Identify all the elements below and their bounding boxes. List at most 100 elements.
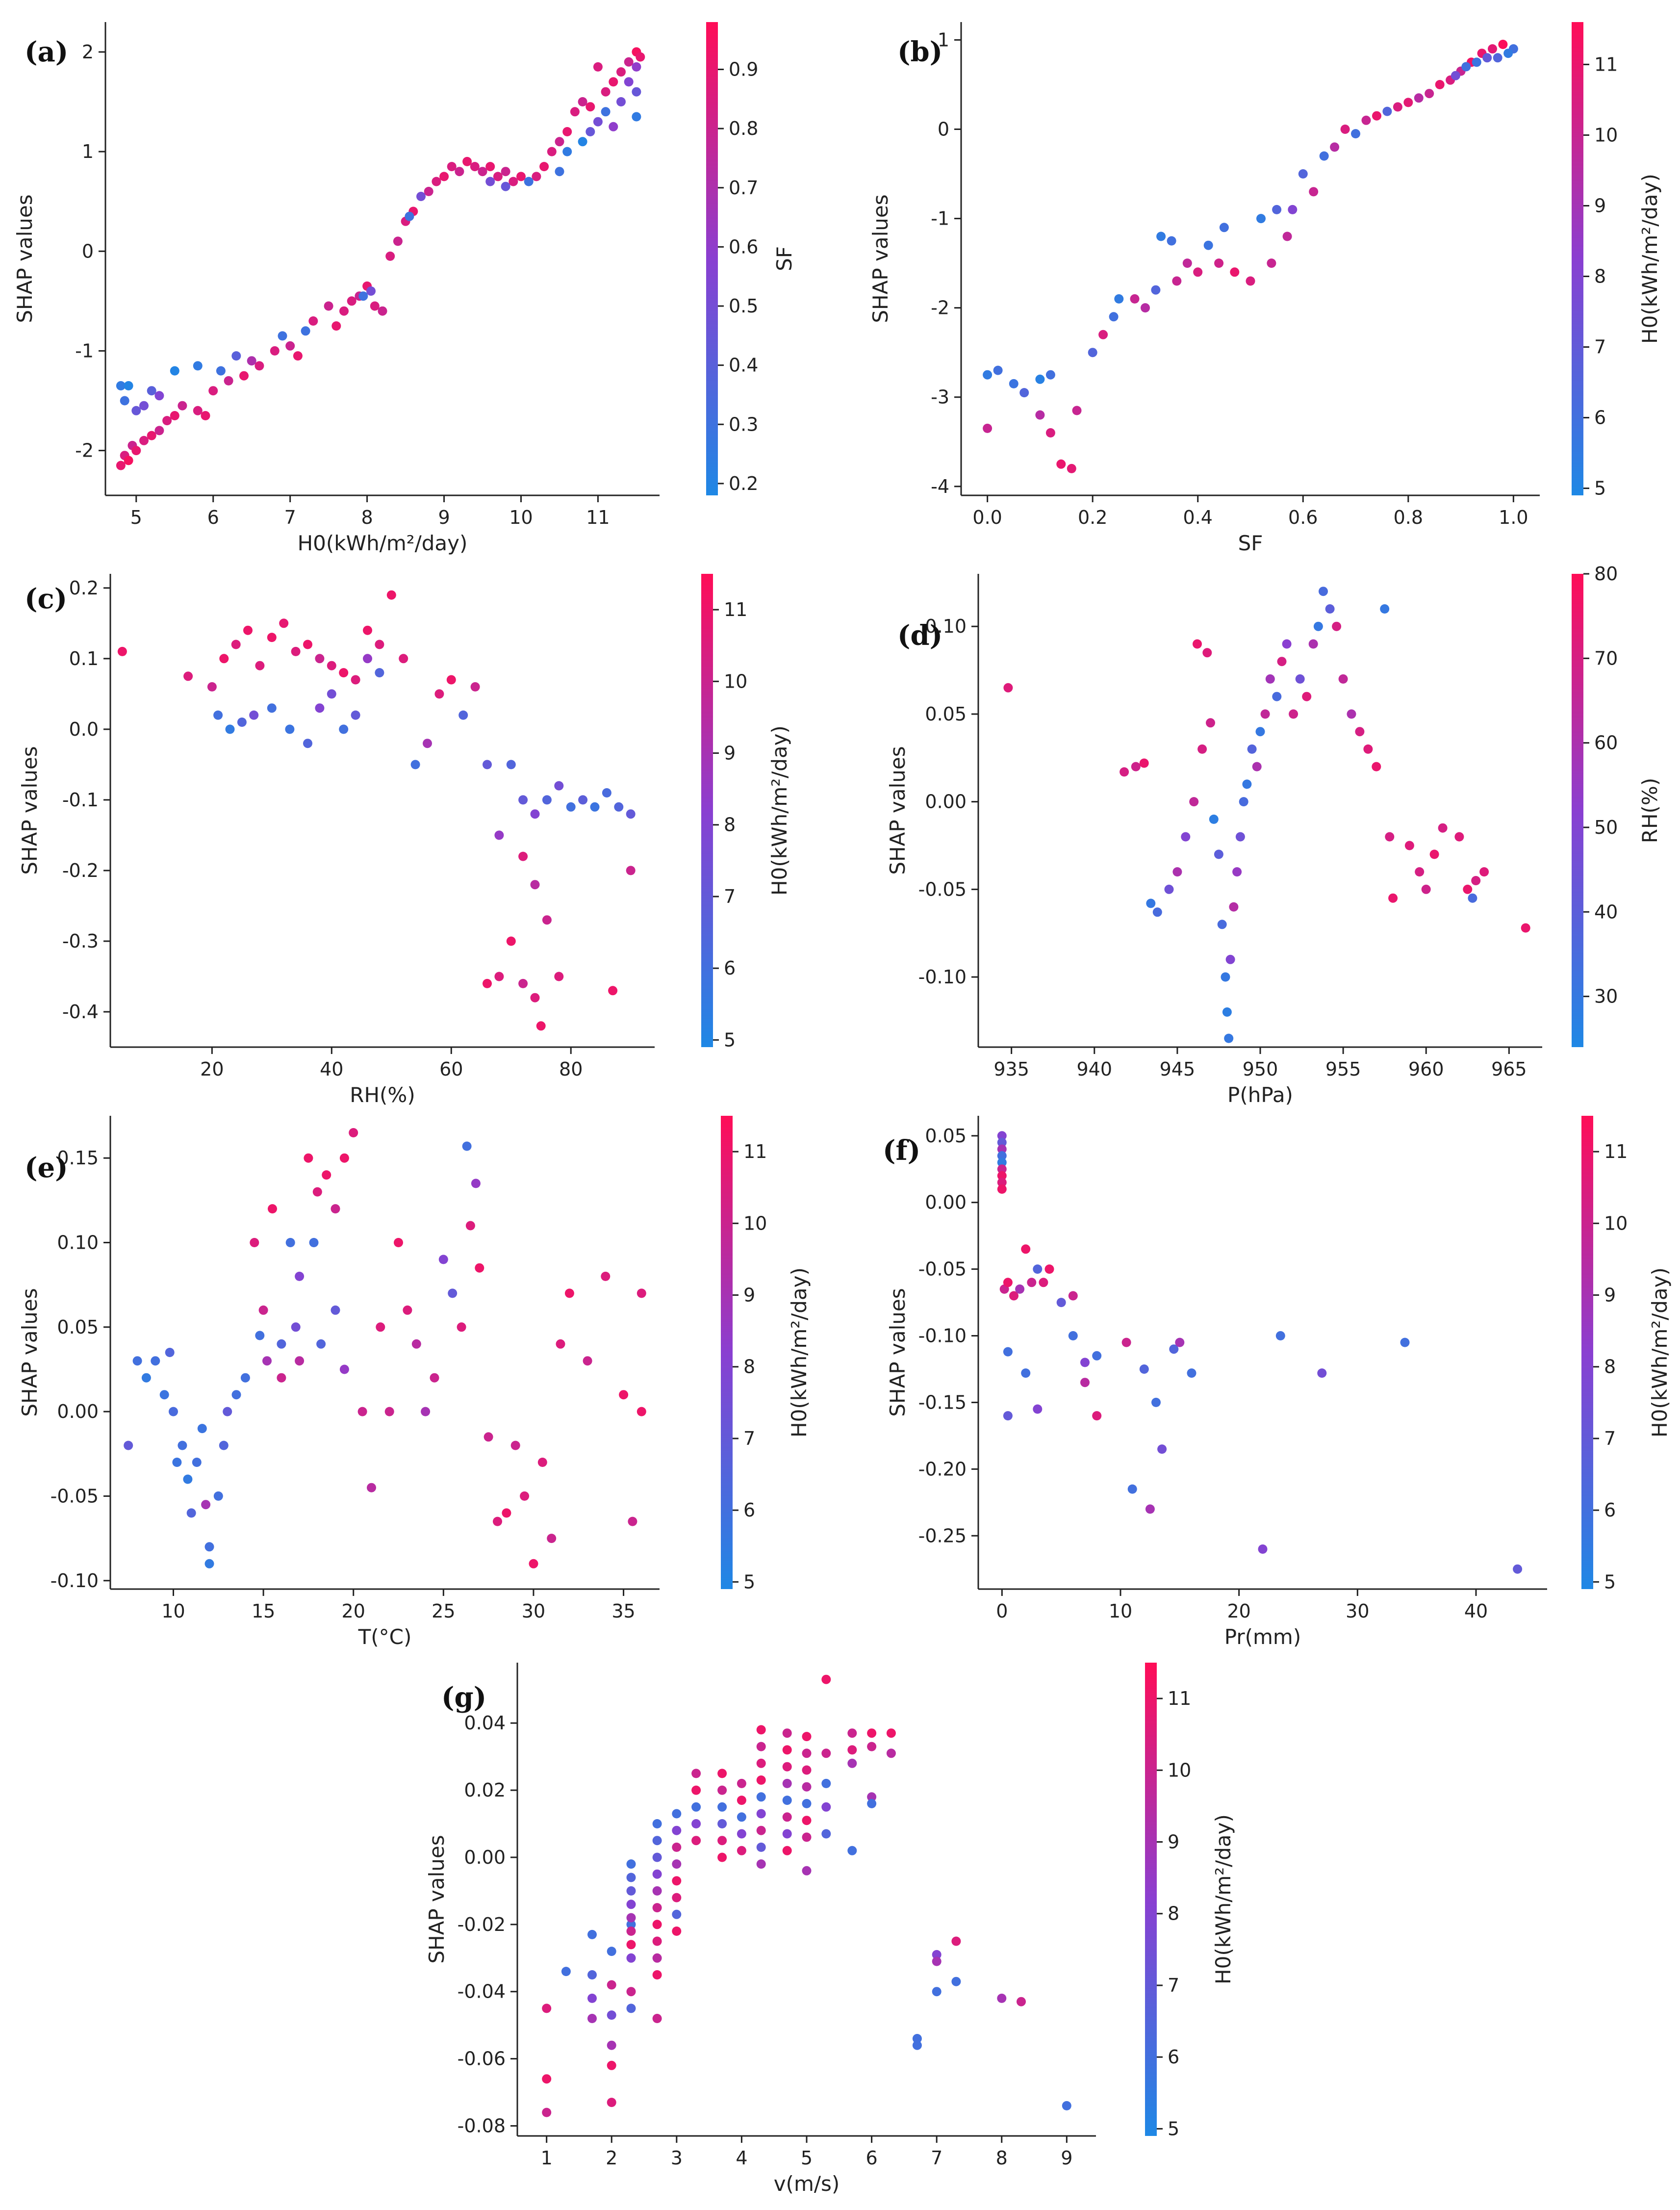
data-point	[1044, 1264, 1054, 1274]
data-point	[1035, 374, 1045, 384]
y-tick-label: 0.00	[925, 1192, 967, 1213]
data-point	[537, 1458, 547, 1467]
data-point	[1169, 1344, 1179, 1354]
y-tick-label: 0.0	[69, 719, 99, 740]
data-point	[1033, 1264, 1043, 1274]
colorbar-label: H0(kWh/m²/day)	[1211, 1814, 1235, 1984]
data-point	[213, 710, 223, 720]
x-tick-label: 11	[586, 507, 610, 528]
data-point	[183, 671, 193, 681]
data-point	[578, 137, 587, 147]
data-point	[587, 1970, 597, 1979]
data-point	[672, 1809, 682, 1819]
data-point	[821, 1802, 831, 1812]
data-point	[1400, 1337, 1410, 1347]
y-tick-label: -0.05	[918, 878, 967, 900]
data-point	[570, 107, 580, 117]
data-point	[561, 1967, 571, 1977]
data-point	[802, 1748, 812, 1758]
data-point	[616, 67, 626, 77]
data-point	[782, 1796, 792, 1805]
colorbar	[701, 574, 713, 1047]
x-tick-label: 0.6	[1288, 507, 1318, 528]
data-point	[1193, 639, 1202, 649]
data-point	[601, 87, 611, 97]
data-point	[1347, 709, 1356, 719]
data-point	[691, 1769, 701, 1778]
y-tick-label: 1	[82, 141, 94, 162]
data-point	[506, 760, 516, 770]
x-axis-label: H0(kWh/m²/day)	[298, 531, 468, 555]
data-point	[532, 172, 541, 181]
data-point	[554, 972, 564, 981]
data-point	[367, 1483, 376, 1492]
data-point	[652, 2014, 662, 2023]
data-point	[131, 406, 141, 415]
data-point	[626, 1900, 636, 1909]
data-point	[607, 2040, 616, 2050]
colorbar-tick-label: 0.5	[729, 295, 758, 317]
data-point	[322, 1170, 331, 1180]
data-point	[802, 1832, 812, 1842]
data-point	[1454, 832, 1464, 842]
data-point	[1308, 639, 1318, 649]
chart-panel-c: 20 40 60 80 -0.4 -0.3 -0.2 -0.1 0.0 0.1 0.2 RH(%) SH…	[18, 574, 791, 1107]
x-axis-label: SF	[1238, 531, 1263, 555]
data-point	[399, 654, 408, 664]
data-point	[626, 809, 636, 819]
data-point	[120, 396, 129, 406]
colorbar-tick-label: 0.4	[729, 355, 758, 376]
data-point	[717, 1785, 727, 1795]
colorbar-tick-label: 5	[724, 1029, 736, 1051]
data-point	[1114, 294, 1124, 304]
data-point	[1164, 884, 1174, 894]
data-point	[193, 361, 203, 371]
data-point	[555, 137, 564, 147]
data-point	[201, 411, 210, 420]
y-tick-label: -0.2	[62, 860, 99, 881]
data-point	[782, 1829, 792, 1839]
data-point	[821, 1674, 831, 1684]
data-point	[484, 1432, 493, 1442]
data-point	[216, 366, 226, 376]
data-point	[141, 1373, 151, 1383]
data-point	[1056, 459, 1066, 469]
x-axis-label: T(°C)	[358, 1625, 412, 1649]
data-point	[542, 2074, 552, 2084]
data-point	[1131, 762, 1141, 771]
data-point	[737, 1829, 746, 1839]
y-axis-label: SHAP values	[13, 194, 37, 323]
data-point	[578, 795, 588, 805]
data-point	[602, 788, 611, 797]
data-point	[327, 689, 336, 699]
data-point	[501, 167, 510, 177]
data-point	[652, 1836, 662, 1846]
data-point	[1282, 231, 1292, 241]
data-point	[737, 1846, 746, 1855]
data-point	[583, 1356, 592, 1366]
colorbar-tick-label: 11	[1168, 1688, 1191, 1709]
data-point	[170, 366, 179, 376]
data-point	[291, 646, 301, 656]
x-tick-label: 5	[130, 507, 142, 528]
data-point	[223, 1407, 232, 1416]
colorbar-tick-label: 9	[724, 743, 736, 764]
data-point	[1415, 867, 1425, 877]
data-point	[555, 167, 564, 177]
data-point	[802, 1765, 812, 1775]
data-point	[384, 1407, 394, 1416]
data-point	[652, 1936, 662, 1946]
colorbar-tick-label: 6	[724, 957, 736, 979]
data-point	[1471, 876, 1481, 885]
y-tick-label: 0.00	[57, 1401, 99, 1422]
data-point	[652, 1953, 662, 1963]
data-point	[530, 809, 540, 819]
data-point	[255, 661, 265, 670]
data-point	[802, 1866, 812, 1876]
panel-label: (d)	[897, 619, 942, 652]
data-point	[1015, 1284, 1025, 1294]
data-point	[351, 710, 360, 720]
data-point	[339, 724, 349, 734]
data-point	[626, 1859, 636, 1869]
data-point	[1256, 214, 1266, 224]
